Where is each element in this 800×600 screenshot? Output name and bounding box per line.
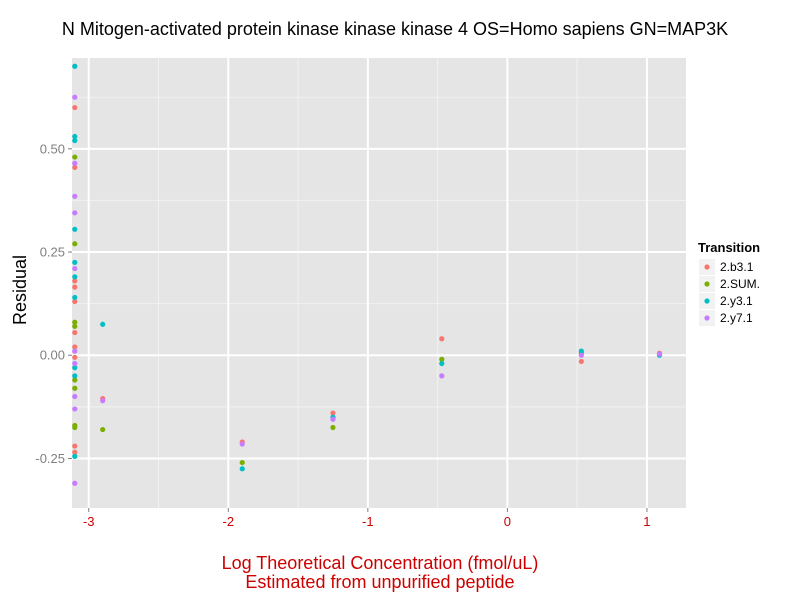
data-point (72, 104, 78, 111)
data-point (100, 398, 106, 404)
data-point (72, 393, 78, 400)
y-axis-title: Residual (10, 255, 30, 325)
legend-marker (704, 298, 710, 304)
data-point (72, 348, 78, 354)
y-tick-label: 0.50 (40, 141, 65, 156)
data-point (330, 424, 336, 431)
legend-marker (704, 315, 710, 321)
data-point (72, 344, 78, 350)
data-point (439, 336, 445, 342)
data-point (72, 443, 78, 449)
data-point (439, 356, 445, 362)
legend-marker (704, 281, 710, 287)
data-point (72, 319, 78, 325)
series-2.y7.1 (72, 94, 663, 486)
legend-label: 2.y7.1 (720, 311, 753, 325)
series-2.y3.1 (72, 63, 663, 472)
x-axis: -3 -2 -1 0 1 (83, 508, 651, 529)
data-point (72, 377, 78, 383)
x-tick-label: 0 (504, 514, 511, 529)
data-point (100, 321, 106, 327)
x-axis-title-line-1: Log Theoretical Concentration (fmol/uL) (222, 553, 539, 573)
y-axis: -0.25 0.00 0.25 0.50 (35, 141, 72, 466)
data-point (72, 164, 78, 171)
plot-panel (72, 58, 686, 508)
data-point (72, 265, 78, 272)
data-point (72, 453, 78, 459)
y-tick-label: 0.25 (40, 245, 65, 260)
data-points (72, 63, 663, 486)
legend-marker (704, 264, 710, 270)
y-tick-label: 0.00 (40, 348, 65, 363)
grid-minor (72, 58, 686, 508)
chart-title: N Mitogen-activated protein kinase kinas… (62, 19, 728, 39)
data-point (72, 259, 78, 265)
data-point (72, 449, 78, 455)
data-point (72, 329, 78, 336)
data-point (72, 274, 78, 280)
data-point (72, 385, 78, 391)
legend: Transition 2.b3.1 2.SUM. 2.y3.1 2.y7.1 (698, 240, 760, 326)
data-point (439, 373, 445, 379)
data-point (72, 480, 78, 486)
data-point (72, 210, 78, 216)
data-point (330, 410, 336, 416)
data-point (72, 424, 78, 431)
data-point (72, 323, 78, 329)
data-point (72, 373, 78, 379)
data-point (72, 278, 78, 284)
data-point (72, 63, 78, 69)
x-tick-label: -3 (83, 514, 95, 529)
data-point (330, 416, 336, 422)
data-point (72, 294, 78, 301)
data-point (578, 348, 584, 354)
legend-label: 2.SUM. (720, 277, 760, 291)
data-point (72, 94, 78, 100)
data-point (72, 226, 78, 232)
x-tick-label: 1 (643, 514, 650, 529)
data-point (72, 360, 78, 367)
data-point (439, 360, 445, 367)
data-point (578, 352, 584, 358)
data-point (72, 298, 78, 305)
data-point (72, 406, 78, 412)
data-point (72, 193, 78, 199)
legend-label: 2.y3.1 (720, 294, 753, 308)
data-point (100, 426, 106, 433)
legend-label: 2.b3.1 (720, 260, 754, 274)
data-point (72, 241, 78, 247)
data-point (72, 133, 78, 140)
data-point (656, 351, 663, 357)
data-point (239, 441, 245, 447)
x-tick-label: -1 (362, 514, 374, 529)
data-point (72, 160, 78, 166)
data-point (578, 358, 584, 365)
y-tick-label: -0.25 (35, 451, 65, 466)
data-point (72, 365, 78, 371)
legend-title: Transition (698, 240, 760, 255)
data-point (72, 154, 78, 160)
data-point (72, 284, 78, 290)
x-tick-label: -2 (223, 514, 235, 529)
data-point (72, 354, 78, 360)
series-2.b3.1 (72, 104, 663, 455)
x-axis-title-line-2: Estimated from unpurified peptide (245, 572, 514, 592)
data-point (72, 137, 78, 144)
data-point (239, 466, 245, 472)
data-point (239, 459, 245, 466)
